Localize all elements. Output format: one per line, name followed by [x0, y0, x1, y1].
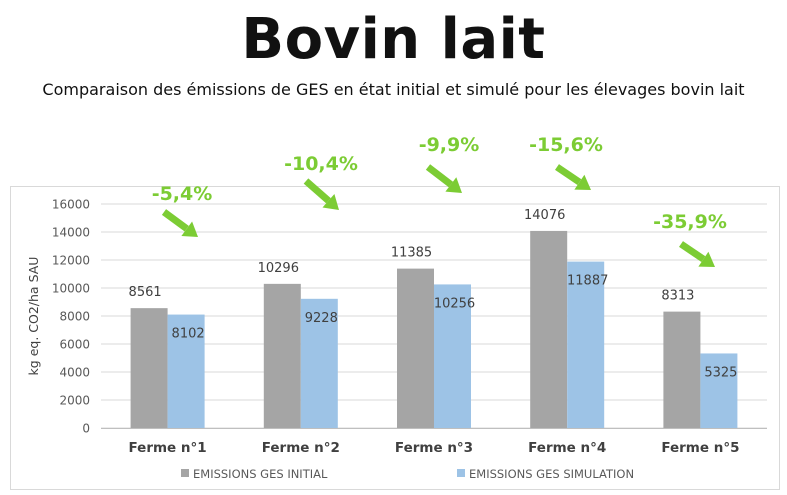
bar-simulation [434, 284, 471, 428]
legend-label-initial: EMISSIONS GES INITIAL [193, 467, 328, 481]
percent-change-label: -5,4% [152, 183, 213, 205]
arrow-head-icon [181, 221, 198, 237]
arrow-shaft [555, 164, 582, 186]
data-label-simulation: 9228 [305, 311, 338, 326]
data-label-simulation: 11887 [567, 274, 608, 289]
arrow-head-icon [322, 194, 339, 210]
data-label-initial: 10296 [258, 261, 299, 276]
arrow-shaft [425, 164, 454, 188]
data-label-initial: 11385 [391, 246, 432, 261]
data-label-initial: 8313 [661, 289, 694, 304]
y-tick-label: 2000 [59, 394, 90, 408]
y-axis-title: kg eq. CO2/ha SAU [26, 257, 41, 376]
arrow-head-icon [574, 174, 591, 190]
legend-label-simulation: EMISSIONS GES SIMULATION [469, 467, 634, 481]
percent-change-label: -10,4% [284, 153, 358, 175]
data-label-simulation: 10256 [434, 296, 475, 311]
arrow-shaft [303, 178, 331, 204]
y-tick-label: 8000 [59, 310, 90, 324]
x-tick-label: Ferme n°1 [129, 440, 207, 456]
percent-change-label: -15,6% [529, 134, 603, 156]
page-title: Bovin lait [241, 7, 546, 72]
bar-initial [130, 308, 168, 428]
y-tick-label: 12000 [52, 254, 90, 268]
bar-initial [397, 268, 434, 428]
y-tick-label: 16000 [52, 198, 90, 212]
legend-swatch-simulation [457, 469, 465, 477]
x-tick-label: Ferme n°4 [528, 440, 606, 456]
y-tick-label: 4000 [59, 366, 90, 380]
arrow-shaft [161, 209, 189, 232]
bar-initial [530, 230, 568, 428]
x-tick-label: Ferme n°2 [262, 440, 340, 456]
data-label-initial: 14076 [524, 208, 565, 223]
percent-change-label: -35,9% [653, 211, 727, 233]
bar-simulation [300, 298, 338, 428]
y-tick-label: 0 [82, 422, 90, 436]
bar-simulation [567, 261, 605, 428]
page-subtitle: Comparaison des émissions de GES en état… [42, 80, 745, 99]
bar-simulation [700, 353, 738, 428]
percent-change-label: -9,9% [419, 134, 480, 156]
data-label-simulation: 8102 [172, 327, 205, 342]
y-tick-label: 14000 [52, 226, 90, 240]
legend-swatch-initial [181, 469, 189, 477]
bar-initial [263, 283, 301, 428]
data-label-initial: 8561 [129, 285, 162, 300]
arrow-head-icon [445, 177, 462, 193]
x-tick-label: Ferme n°5 [661, 440, 739, 456]
y-tick-label: 6000 [59, 338, 90, 352]
data-label-simulation: 5325 [704, 365, 737, 380]
chart-frame [10, 186, 780, 490]
y-tick-label: 10000 [52, 282, 90, 296]
arrow-shaft [679, 241, 706, 263]
arrow-head-icon [698, 251, 715, 267]
bar-initial [663, 311, 701, 428]
bar-simulation [167, 314, 205, 428]
x-tick-label: Ferme n°3 [395, 440, 473, 456]
